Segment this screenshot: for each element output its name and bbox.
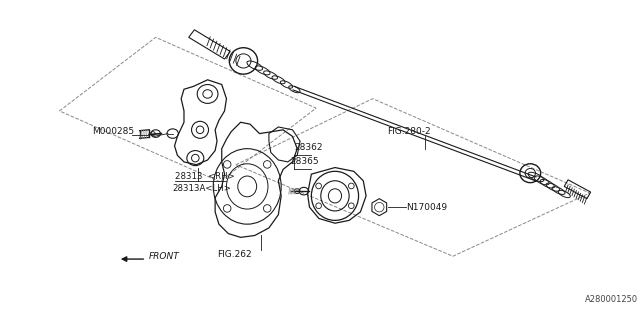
Text: 28365: 28365 <box>291 157 319 166</box>
Text: M000285: M000285 <box>92 127 134 136</box>
Text: 28313A<LH>: 28313A<LH> <box>173 184 232 193</box>
Text: FIG.280-2: FIG.280-2 <box>387 127 431 136</box>
Text: 28313  <RH>: 28313 <RH> <box>175 172 234 180</box>
Text: N170049: N170049 <box>406 203 447 212</box>
Text: FRONT: FRONT <box>149 252 180 261</box>
Text: FIG.262: FIG.262 <box>217 250 252 259</box>
Text: A280001250: A280001250 <box>585 295 638 304</box>
Text: 28362: 28362 <box>294 143 323 152</box>
